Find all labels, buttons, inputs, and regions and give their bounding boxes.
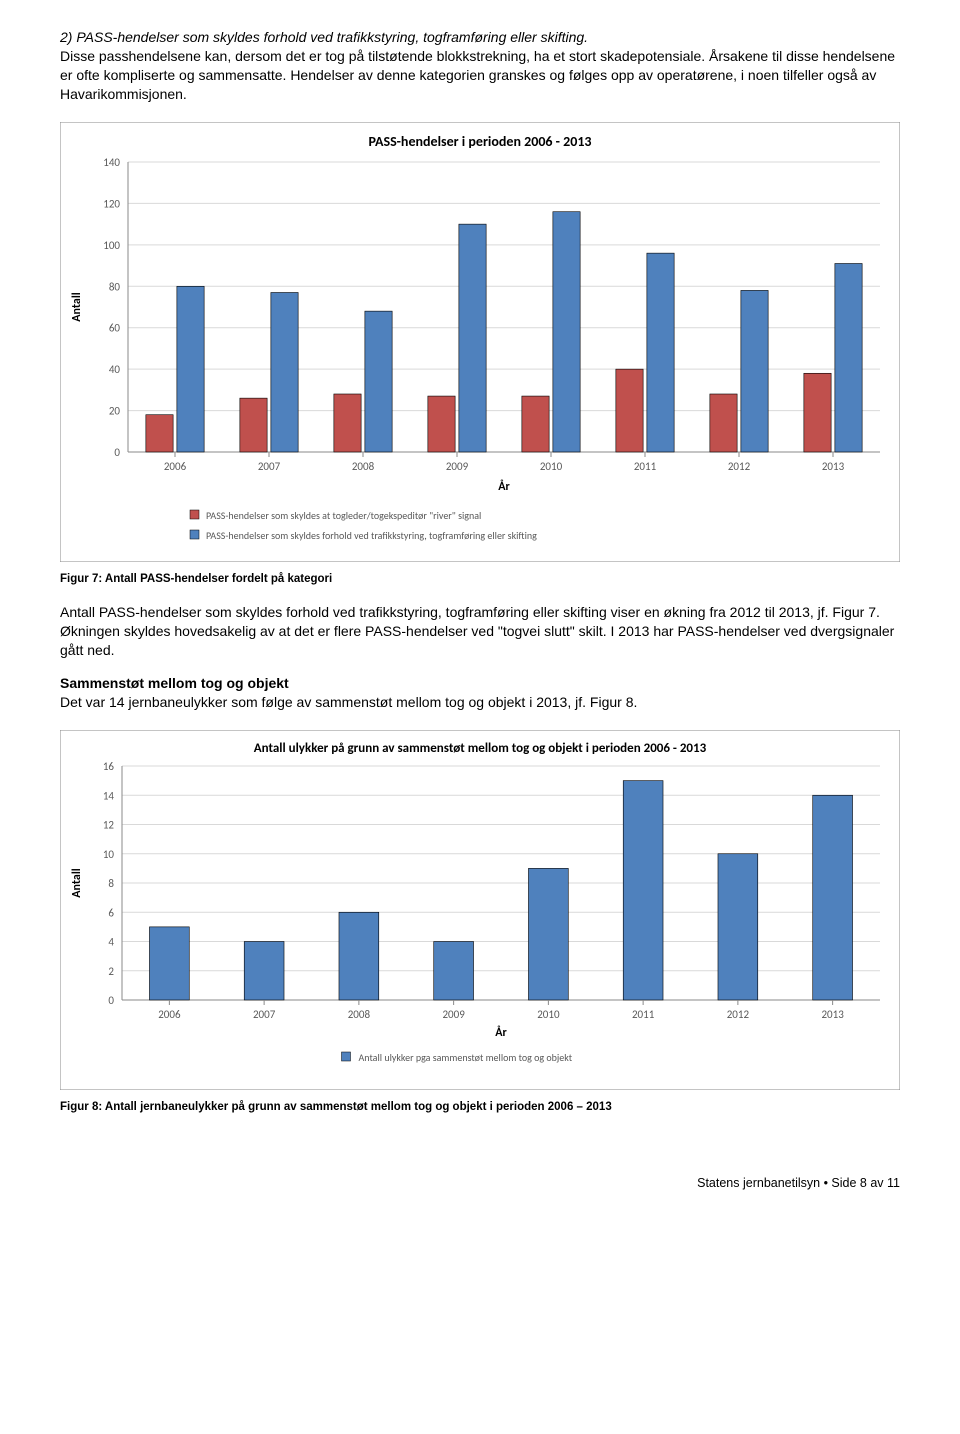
intro-italic: 2) PASS-hendelser som skyldes forhold ve…	[60, 29, 588, 45]
svg-text:20: 20	[109, 404, 121, 417]
svg-text:2013: 2013	[822, 460, 845, 473]
section-text: Det var 14 jernbaneulykker som følge av …	[60, 694, 637, 710]
chart-pass-hendelser: PASS-hendelser i perioden 2006 - 2013 0 20…	[60, 122, 900, 562]
svg-text:16: 16	[103, 760, 115, 773]
svg-text:2011: 2011	[634, 460, 657, 473]
svg-text:2013: 2013	[821, 1008, 844, 1021]
svg-text:Antall: Antall	[70, 868, 84, 898]
svg-text:2011: 2011	[632, 1008, 655, 1021]
svg-text:4: 4	[108, 935, 114, 948]
svg-text:2010: 2010	[537, 1008, 560, 1021]
svg-text:Antall ulykker på grunn av sam: Antall ulykker på grunn av sammenstøt me…	[254, 741, 707, 756]
svg-text:100: 100	[103, 238, 120, 251]
svg-text:2008: 2008	[348, 1008, 371, 1021]
svg-text:2007: 2007	[253, 1008, 276, 1021]
svg-text:2009: 2009	[442, 1008, 465, 1021]
svg-text:6: 6	[108, 906, 114, 919]
figure-7-caption: Figur 7: Antall PASS-hendelser fordelt p…	[60, 572, 900, 588]
chart-sammenstot: Antall ulykker på grunn av sammenstøt me…	[60, 730, 900, 1090]
svg-text:0: 0	[108, 994, 114, 1007]
svg-text:60: 60	[109, 321, 121, 334]
svg-text:År: År	[498, 479, 510, 494]
svg-text:0: 0	[114, 446, 120, 459]
svg-text:10: 10	[103, 847, 115, 860]
svg-text:8: 8	[108, 877, 114, 890]
svg-text:2: 2	[108, 964, 114, 977]
svg-text:2012: 2012	[728, 460, 751, 473]
svg-text:Antall: Antall	[70, 292, 84, 322]
intro-rest: Disse passhendelsene kan, dersom det er …	[60, 48, 895, 102]
section-sammenstot: Sammenstøt mellom tog og objekt Det var …	[60, 674, 900, 712]
page-footer: Statens jernbanetilsyn • Side 8 av 11	[60, 1175, 900, 1192]
intro-paragraph: 2) PASS-hendelser som skyldes forhold ve…	[60, 28, 900, 104]
svg-text:40: 40	[109, 363, 121, 376]
svg-text:År: År	[495, 1025, 507, 1040]
svg-text:2006: 2006	[164, 460, 187, 473]
svg-text:PASS-hendelser i perioden 2006: PASS-hendelser i perioden 2006 - 2013	[368, 133, 591, 150]
svg-text:12: 12	[103, 818, 115, 831]
svg-text:2010: 2010	[540, 460, 563, 473]
svg-text:Antall ulykker pga sammenstøt: Antall ulykker pga sammenstøt mellom tog…	[359, 1051, 573, 1064]
section-heading: Sammenstøt mellom tog og objekt	[60, 675, 289, 691]
svg-text:2007: 2007	[258, 460, 281, 473]
svg-text:2009: 2009	[446, 460, 469, 473]
svg-text:2008: 2008	[352, 460, 375, 473]
svg-text:14: 14	[103, 789, 115, 802]
svg-text:80: 80	[109, 280, 121, 293]
svg-text:PASS-hendelser som skyldes for: PASS-hendelser som skyldes forhold ved t…	[206, 529, 537, 542]
svg-text:2012: 2012	[727, 1008, 750, 1021]
figure-8-caption: Figur 8: Antall jernbaneulykker på grunn…	[60, 1100, 900, 1116]
svg-text:140: 140	[103, 156, 120, 169]
svg-text:2006: 2006	[158, 1008, 181, 1021]
svg-text:120: 120	[103, 197, 120, 210]
svg-text:PASS-hendelser som skyldes at: PASS-hendelser som skyldes at togleder/t…	[206, 509, 481, 522]
mid-paragraph: Antall PASS-hendelser som skyldes forhol…	[60, 603, 900, 660]
